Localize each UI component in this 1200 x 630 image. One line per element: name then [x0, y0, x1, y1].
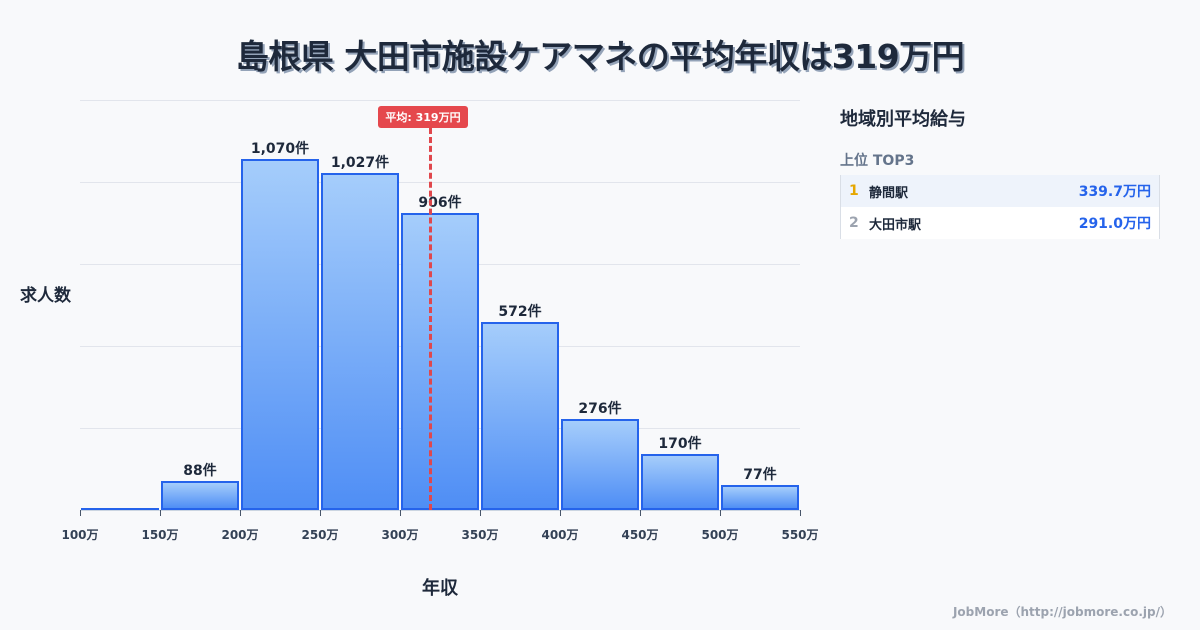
x-tick-mark — [240, 510, 241, 516]
histogram-bar — [161, 481, 239, 510]
station-name: 静間駅 — [869, 185, 909, 201]
bar-value-label: 572件 — [498, 304, 542, 321]
histogram-bar — [401, 212, 479, 510]
x-tick-label: 400万 — [541, 528, 579, 542]
bar-value-label: 1,070件 — [250, 141, 310, 158]
y-axis-label: 求人数 — [20, 286, 71, 306]
x-tick-mark — [560, 510, 561, 516]
page-title: 島根県 大田市施設ケアマネの平均年収は319万円 — [235, 37, 965, 76]
histogram-bar — [641, 454, 719, 510]
x-tick-label: 200万 — [221, 528, 259, 542]
gridline — [80, 182, 800, 183]
x-tick-mark — [400, 510, 401, 516]
station-name: 大田市駅 — [869, 217, 922, 233]
x-axis-label: 年収 — [422, 578, 458, 599]
histogram-bar — [721, 484, 799, 510]
bar-value-label: 1,027件 — [330, 155, 390, 172]
rank-row: 2 大田市駅 291.0万円 — [841, 207, 1159, 239]
x-tick-mark — [320, 510, 321, 516]
bar-value-label: 906件 — [418, 194, 462, 211]
bar-value-label: 88件 — [183, 463, 217, 480]
histogram-bar — [321, 173, 399, 510]
x-tick-label: 250万 — [301, 528, 339, 542]
rank-row: 1 静間駅 339.7万円 — [841, 175, 1159, 207]
histogram-chart: 88件 1,070件 1,027件 906件 572件 276件 170件 77件 — [80, 100, 801, 516]
bar-value-label: 77件 — [743, 466, 777, 483]
histogram-bar — [481, 322, 559, 510]
x-tick-label: 500万 — [701, 528, 739, 542]
salary-value: 291.0万円 — [1078, 216, 1151, 232]
average-badge: 平均: 319万円 — [378, 106, 468, 128]
x-tick-mark — [640, 510, 641, 516]
rank-number: 1 — [849, 183, 859, 199]
x-tick-mark — [720, 510, 721, 516]
x-tick-label: 300万 — [381, 528, 419, 542]
histogram-bar — [561, 419, 639, 510]
x-axis-baseline — [80, 510, 800, 511]
bar-value-label: 276件 — [578, 401, 622, 418]
x-tick-label: 150万 — [141, 528, 179, 542]
regional-salary-title: 地域別平均給与 — [840, 109, 966, 130]
salary-value: 339.7万円 — [1078, 184, 1151, 200]
footer-credit: JobMore（http://jobmore.co.jp/） — [952, 605, 1172, 619]
x-tick-mark — [800, 510, 801, 516]
rank-table: 1 静間駅 339.7万円 2 大田市駅 291.0万円 — [840, 175, 1160, 239]
gridline — [80, 100, 800, 101]
bar-value-label: 170件 — [658, 436, 702, 453]
rank-number: 2 — [849, 215, 859, 231]
x-tick-mark — [160, 510, 161, 516]
x-tick-label: 350万 — [461, 528, 499, 542]
x-tick-mark — [80, 510, 81, 516]
histogram-bar — [81, 508, 159, 510]
x-tick-label: 550万 — [781, 528, 819, 542]
x-tick-label: 100万 — [61, 528, 99, 542]
x-tick-label: 450万 — [621, 528, 659, 542]
top3-subtitle: 上位 TOP3 — [840, 153, 915, 169]
histogram-bar — [241, 159, 319, 510]
x-tick-mark — [480, 510, 481, 516]
average-line — [428, 128, 432, 510]
